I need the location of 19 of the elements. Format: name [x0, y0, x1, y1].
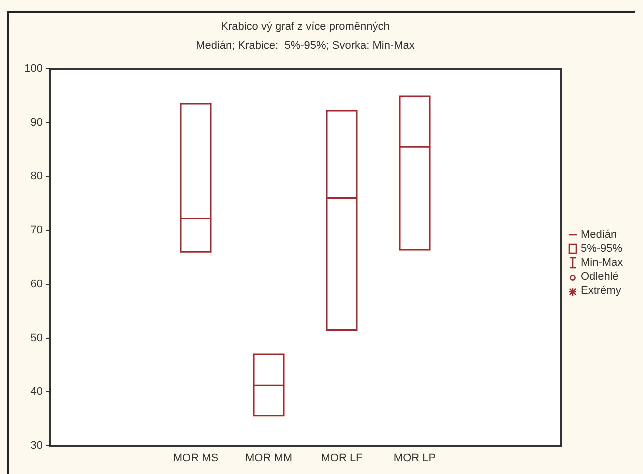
y-tick-label: 50	[30, 332, 43, 344]
x-tick-label: MOR MS	[173, 452, 219, 465]
text: Odlehlé	[581, 270, 619, 284]
text: Medián	[581, 228, 618, 242]
y-tick-label: 80	[30, 170, 43, 183]
chart-title: Krabico vý graf z více proměnných	[221, 21, 390, 33]
y-tick-label: 30	[30, 440, 43, 452]
y-tick-label: 60	[30, 278, 43, 290]
text: Extrémy	[581, 284, 622, 298]
x-tick-label: MOR LP	[394, 452, 436, 465]
y-tick-label: 90	[30, 116, 43, 129]
x-tick-label: MOR MM	[245, 452, 293, 465]
y-tick-label: 70	[30, 224, 43, 237]
text: Min-Max	[581, 256, 624, 270]
y-tick-label: 100	[24, 63, 43, 76]
y-tick-label: 40	[30, 386, 43, 398]
x-tick-label: MOR LF	[321, 452, 364, 465]
text: 5%-95%	[581, 242, 623, 256]
chart-subtitle: Medián; Krabice: 5%-95%; Svorka: Min-Max	[196, 40, 416, 52]
